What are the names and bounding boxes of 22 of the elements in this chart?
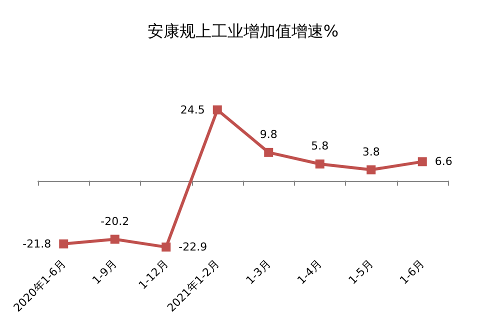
- data-label: -20.2: [100, 214, 130, 228]
- point: [366, 165, 376, 174]
- data-label: -22.9: [178, 240, 208, 254]
- point: [212, 105, 222, 114]
- x-tick-label: 1-4月: [294, 257, 324, 288]
- point: [110, 234, 120, 244]
- point: [418, 157, 427, 166]
- chart-title: 安康规上工业增加值增速%: [147, 22, 339, 40]
- x-tick-label: 1-5月: [346, 257, 376, 288]
- x-tick-label: 1-3月: [244, 257, 274, 288]
- data-label: 3.8: [362, 145, 380, 158]
- point: [264, 148, 274, 157]
- point: [162, 242, 171, 252]
- x-tick-label: 1-6月: [397, 257, 427, 288]
- data-label: -21.8: [22, 237, 52, 250]
- data-label: 5.8: [311, 139, 329, 152]
- x-tick-label: 1-9月: [90, 257, 120, 288]
- point: [315, 159, 324, 168]
- data-label: 9.8: [260, 128, 278, 141]
- point: [59, 239, 68, 248]
- data-label: 24.5: [180, 103, 205, 116]
- data-label: 6.6: [434, 155, 452, 168]
